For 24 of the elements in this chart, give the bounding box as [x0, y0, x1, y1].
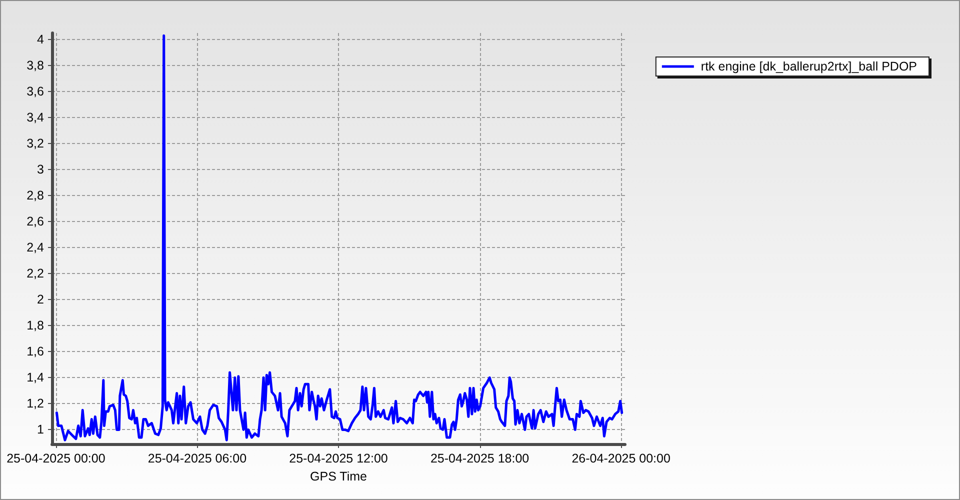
y-tick-label: 2,2 [26, 266, 44, 281]
y-tick-label: 2,4 [26, 240, 44, 255]
y-tick-label: 3,6 [26, 84, 44, 99]
y-tick-label: 2 [37, 292, 44, 307]
x-tick-label: 26-04-2025 00:00 [572, 452, 670, 466]
x-axis-title: GPS Time [310, 470, 368, 484]
y-tick-label: 1 [37, 422, 44, 437]
y-tick-label: 2,8 [26, 188, 44, 203]
y-tick-label: 1,8 [26, 318, 44, 333]
y-tick-label: 3,8 [26, 58, 44, 73]
y-tick-label: 1,4 [26, 370, 44, 385]
y-tick-label: 1,6 [26, 344, 44, 359]
y-tick-label: 1,2 [26, 396, 44, 411]
legend-label: rtk engine [dk_ballerup2rtx]_ball PDOP [700, 60, 918, 74]
y-tick-label: 3,4 [26, 110, 44, 125]
x-tick-label: 25-04-2025 18:00 [430, 452, 530, 466]
y-tick-label: 2,6 [26, 214, 44, 229]
y-tick-label: 4 [37, 32, 44, 47]
line-series [55, 34, 624, 442]
x-tick-label: 25-04-2025 06:00 [148, 452, 247, 466]
x-tick-label: 25-04-2025 12:00 [289, 452, 388, 466]
y-tick-label: 3 [37, 162, 44, 177]
y-tick-label: 3,2 [26, 136, 44, 151]
x-tick-label: 25-04-2025 00:00 [6, 452, 106, 466]
